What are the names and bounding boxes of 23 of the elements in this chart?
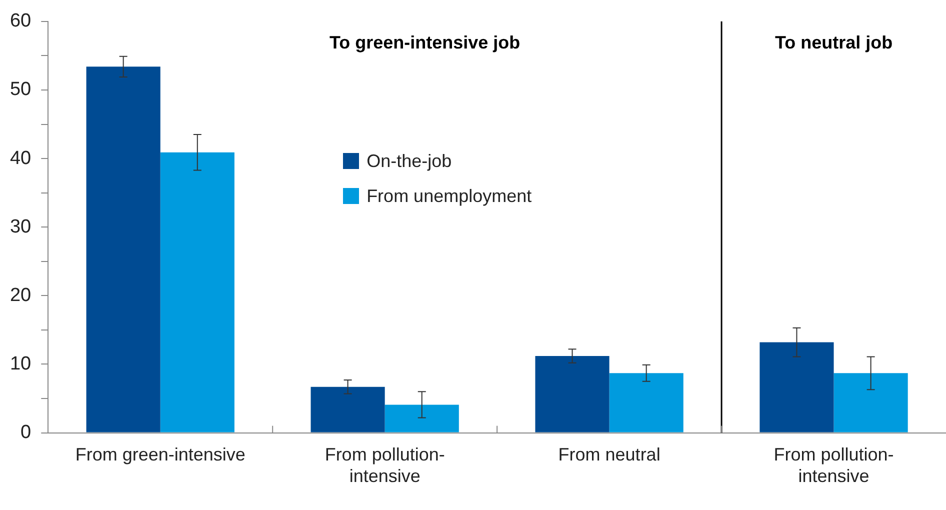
y-tick-label: 40 (10, 148, 32, 169)
bar (834, 373, 908, 432)
y-tick-label: 30 (10, 216, 32, 238)
bar (384, 404, 459, 432)
x-tick-label: From green-intensive (75, 444, 246, 465)
annotation: To neutral job (774, 32, 893, 52)
bar (160, 152, 234, 432)
legend-label: On-the-job (366, 150, 452, 172)
x-tick-label: From pollution-intensive (774, 444, 894, 486)
bar (609, 373, 684, 432)
y-tick-label: 10 (10, 353, 32, 374)
bar (535, 356, 610, 432)
y-tick-label: 0 (20, 422, 32, 444)
y-tick-label: 60 (10, 10, 32, 32)
bar (760, 342, 834, 432)
annotation: To green-intensive job (329, 32, 520, 52)
bar (86, 66, 160, 432)
x-tick-label: From neutral (558, 444, 660, 465)
bar (310, 386, 385, 432)
x-tick-label: From pollution-intensive (324, 444, 445, 486)
y-tick-label: 50 (10, 79, 32, 100)
legend-label: From unemployment (366, 186, 532, 207)
y-tick-label: 20 (10, 284, 32, 306)
